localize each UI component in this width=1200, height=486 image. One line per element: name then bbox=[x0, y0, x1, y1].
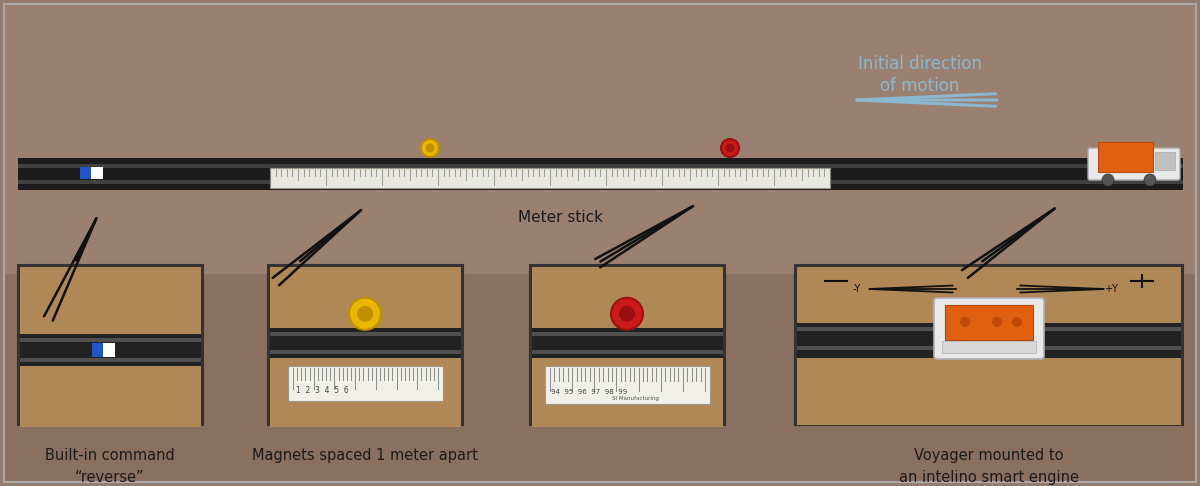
Bar bbox=[18, 265, 203, 425]
Circle shape bbox=[721, 139, 739, 157]
Text: 1  2  3  4  5  6: 1 2 3 4 5 6 bbox=[296, 386, 349, 395]
Bar bbox=[20, 267, 202, 334]
FancyBboxPatch shape bbox=[1088, 148, 1180, 180]
Bar bbox=[545, 366, 710, 404]
Bar bbox=[797, 346, 1181, 350]
Bar bbox=[1098, 142, 1153, 172]
Circle shape bbox=[960, 317, 970, 327]
Circle shape bbox=[421, 139, 439, 157]
Circle shape bbox=[619, 306, 635, 322]
Bar bbox=[270, 332, 461, 336]
Bar bbox=[1154, 152, 1175, 170]
Bar bbox=[270, 168, 830, 188]
Bar bbox=[797, 327, 1181, 331]
Bar bbox=[92, 343, 114, 357]
Bar bbox=[18, 164, 1183, 168]
Bar bbox=[270, 267, 461, 328]
Text: Built-in command
“reverse”: Built-in command “reverse” bbox=[46, 448, 175, 485]
Bar bbox=[532, 350, 722, 354]
Text: Initial direction: Initial direction bbox=[858, 55, 982, 73]
Bar bbox=[20, 366, 202, 427]
Bar bbox=[532, 358, 722, 427]
Bar bbox=[797, 323, 1181, 358]
Text: of motion: of motion bbox=[881, 77, 960, 95]
Bar bbox=[532, 332, 722, 336]
Bar bbox=[270, 328, 461, 358]
Bar bbox=[797, 267, 1181, 323]
Text: Magnets spaced 1 meter apart: Magnets spaced 1 meter apart bbox=[252, 448, 478, 463]
Circle shape bbox=[349, 298, 382, 330]
Circle shape bbox=[426, 143, 434, 153]
Bar bbox=[532, 267, 722, 328]
Bar bbox=[270, 358, 461, 427]
Bar bbox=[797, 358, 1181, 425]
Bar bbox=[103, 343, 115, 357]
Bar bbox=[532, 328, 722, 358]
Text: 94  95  96  97  98  99: 94 95 96 97 98 99 bbox=[551, 389, 628, 395]
Bar bbox=[91, 167, 103, 179]
Bar bbox=[942, 341, 1036, 353]
Circle shape bbox=[1144, 174, 1156, 186]
Circle shape bbox=[1012, 317, 1022, 327]
Text: Meter stick: Meter stick bbox=[517, 210, 602, 225]
Bar bbox=[80, 167, 102, 179]
Circle shape bbox=[992, 317, 1002, 327]
Circle shape bbox=[358, 306, 373, 322]
Text: Voyager mounted to
an intelino smart engine: Voyager mounted to an intelino smart eng… bbox=[899, 448, 1079, 485]
Bar bbox=[288, 366, 443, 401]
Bar bbox=[946, 305, 1033, 340]
Text: -Y: -Y bbox=[853, 284, 862, 294]
FancyBboxPatch shape bbox=[934, 298, 1044, 359]
Bar bbox=[270, 350, 461, 354]
Bar bbox=[530, 265, 725, 425]
Bar bbox=[20, 338, 202, 342]
Bar bbox=[18, 180, 1183, 184]
Bar bbox=[20, 358, 202, 362]
Text: +Y: +Y bbox=[1104, 284, 1118, 294]
Bar bbox=[20, 334, 202, 366]
Bar bbox=[4, 4, 1196, 274]
Circle shape bbox=[1102, 174, 1114, 186]
Bar bbox=[268, 265, 463, 425]
Bar bbox=[4, 274, 1196, 482]
Bar bbox=[18, 158, 1183, 190]
Circle shape bbox=[611, 298, 643, 330]
Text: SI Manufacturing: SI Manufacturing bbox=[612, 396, 659, 401]
Circle shape bbox=[726, 143, 734, 153]
Bar bbox=[796, 265, 1183, 425]
